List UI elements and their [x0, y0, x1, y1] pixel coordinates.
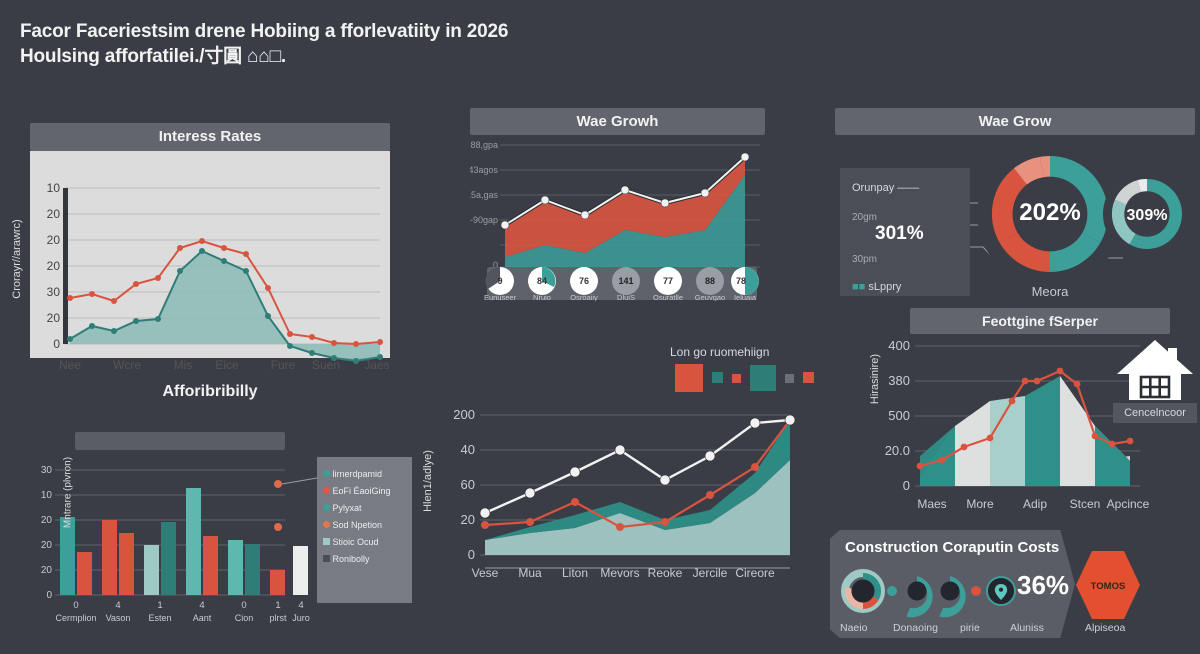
- svg-text:40: 40: [461, 442, 475, 457]
- svg-text:20: 20: [47, 311, 61, 325]
- svg-text:500: 500: [888, 408, 910, 423]
- svg-text:Adip: Adip: [1023, 497, 1047, 511]
- svg-text:88: 88: [705, 276, 715, 286]
- svg-text:Jaes: Jaes: [364, 358, 389, 372]
- svg-text:Nruio: Nruio: [533, 293, 551, 301]
- svg-text:Wcre: Wcre: [113, 358, 141, 372]
- svg-text:380: 380: [888, 373, 910, 388]
- svg-text:Apcince: Apcince: [1107, 497, 1150, 511]
- svg-text:20: 20: [47, 207, 61, 221]
- svg-text:Eunuseer: Eunuseer: [484, 293, 517, 301]
- svg-text:Ieluaia: Ieluaia: [734, 293, 757, 301]
- svg-text:188,gpa: 188,gpa: [470, 140, 498, 150]
- svg-text:Osuratlle: Osuratlle: [653, 293, 683, 301]
- svg-text:30: 30: [47, 285, 61, 299]
- svg-text:200: 200: [453, 407, 475, 422]
- svg-text:1-90gap: 1-90gap: [470, 215, 498, 225]
- svg-text:10: 10: [47, 181, 61, 195]
- svg-text:9: 9: [497, 276, 502, 286]
- svg-text:77: 77: [663, 276, 673, 286]
- svg-text:Nee: Nee: [59, 358, 81, 372]
- svg-text:Meora: Meora: [1032, 284, 1070, 299]
- svg-text:Suen: Suen: [312, 358, 340, 372]
- svg-text:0: 0: [468, 547, 475, 562]
- svg-text:309%: 309%: [1127, 207, 1168, 224]
- svg-text:76: 76: [579, 276, 589, 286]
- svg-text:TOMOS: TOMOS: [1091, 581, 1126, 592]
- svg-text:Maes: Maes: [917, 497, 946, 511]
- svg-text:0: 0: [53, 337, 60, 351]
- svg-text:141: 141: [618, 276, 633, 286]
- svg-text:DluiS: DluiS: [617, 293, 635, 301]
- svg-text:78: 78: [736, 276, 746, 286]
- svg-text:0: 0: [903, 478, 910, 493]
- svg-text:400: 400: [888, 338, 910, 353]
- svg-text:Fure: Fure: [271, 358, 296, 372]
- svg-text:Eice: Eice: [215, 358, 239, 372]
- svg-text:60: 60: [461, 477, 475, 492]
- svg-text:2,43agos: 2,43agos: [470, 165, 498, 175]
- svg-text:20: 20: [461, 512, 475, 527]
- svg-text:20.0: 20.0: [885, 443, 910, 458]
- svg-text:Osroaiiy: Osroaiiy: [570, 293, 598, 301]
- svg-text:20: 20: [47, 233, 61, 247]
- svg-text:15a,gas: 15a,gas: [470, 190, 498, 200]
- svg-text:84: 84: [537, 276, 547, 286]
- svg-text:202%: 202%: [1019, 199, 1080, 226]
- svg-text:Stcen: Stcen: [1070, 497, 1101, 511]
- svg-text:Mis: Mis: [174, 358, 193, 372]
- svg-text:Geuvgao: Geuvgao: [695, 293, 725, 301]
- svg-text:More: More: [966, 497, 994, 511]
- svg-text:20: 20: [47, 259, 61, 273]
